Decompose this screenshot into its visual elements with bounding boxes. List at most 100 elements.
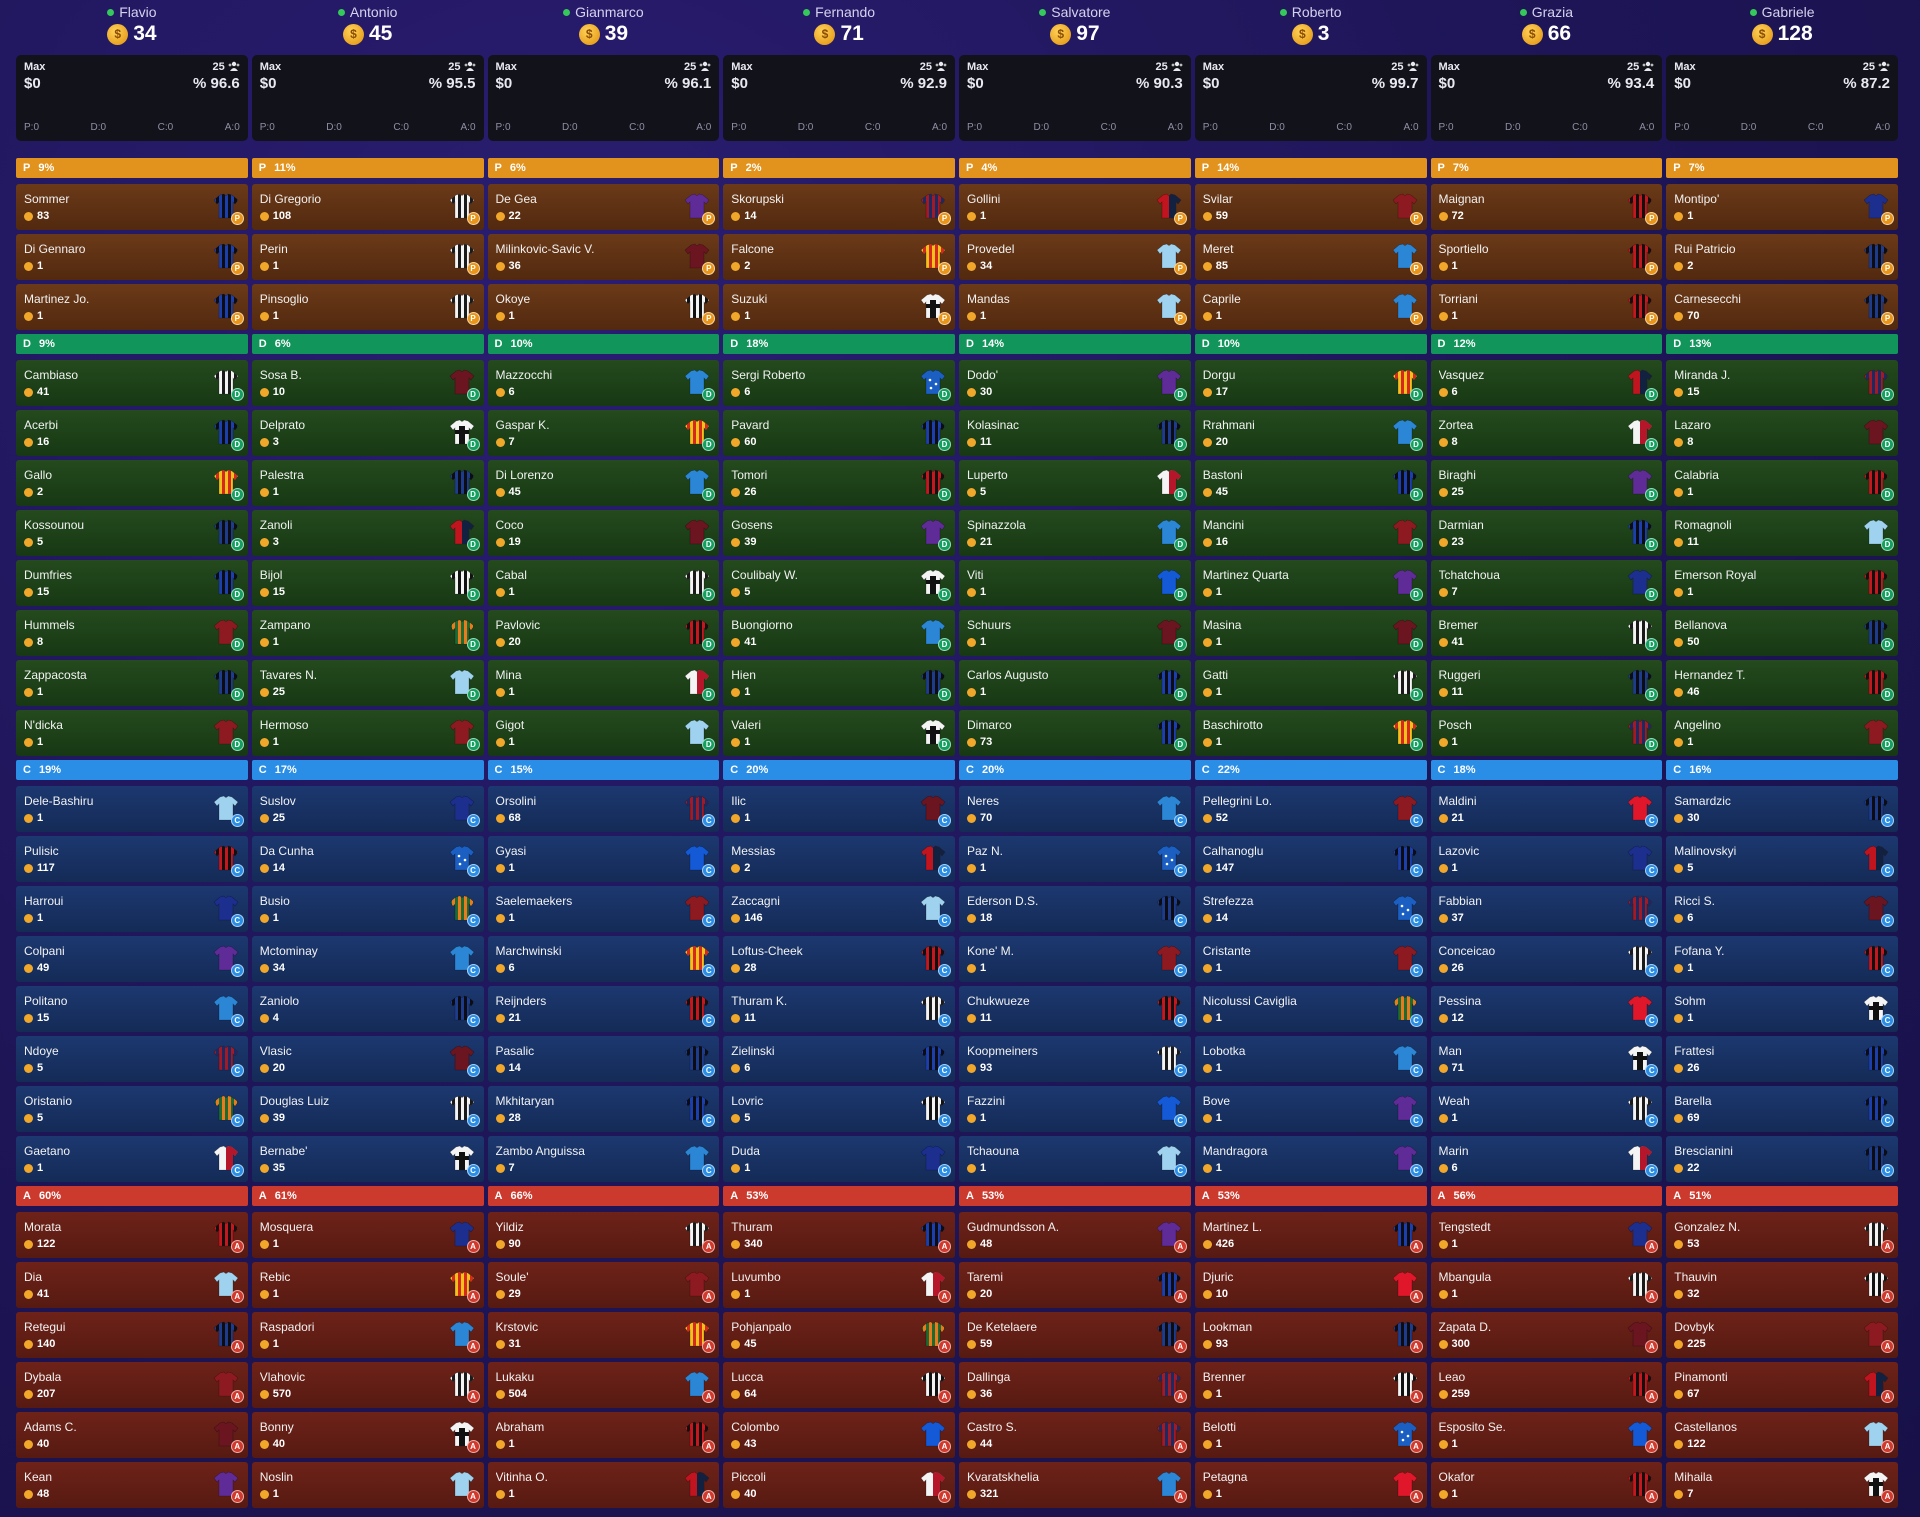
player-card[interactable]: Pessina 12 C [1430, 986, 1663, 1032]
player-card[interactable]: N'dicka 1 D [16, 710, 248, 756]
player-card[interactable]: Orsolini 68 C [487, 786, 720, 832]
player-card[interactable]: Taremi 20 A [959, 1262, 1191, 1308]
player-card[interactable]: Lazaro 8 D [1666, 410, 1898, 456]
player-card[interactable]: Gaetano 1 C [16, 1136, 248, 1182]
player-card[interactable]: Pulisic 117 C [16, 836, 248, 882]
player-card[interactable]: Cristante 1 C [1194, 936, 1427, 982]
player-card[interactable]: Tengstedt 1 A [1430, 1212, 1663, 1258]
player-card[interactable]: Tchaouna 1 C [959, 1136, 1191, 1182]
player-card[interactable]: Mina 1 D [487, 660, 720, 706]
player-card[interactable]: Romagnoli 11 D [1666, 510, 1898, 556]
player-card[interactable]: Delprato 3 D [251, 410, 484, 456]
player-card[interactable]: Rui Patricio 2 P [1666, 234, 1898, 280]
player-card[interactable]: Di Gennaro 1 P [16, 234, 248, 280]
player-card[interactable]: Ndoye 5 C [16, 1036, 248, 1082]
player-card[interactable]: Masina 1 D [1194, 610, 1427, 656]
player-card[interactable]: De Gea 22 P [487, 184, 720, 230]
player-card[interactable]: Colombo 43 A [723, 1412, 955, 1458]
player-card[interactable]: Esposito Se. 1 A [1430, 1412, 1663, 1458]
player-card[interactable]: Acerbi 16 D [16, 410, 248, 456]
player-card[interactable]: Chukwueze 11 C [959, 986, 1191, 1032]
player-card[interactable]: Pavlovic 20 D [487, 610, 720, 656]
player-card[interactable]: Dodo' 30 D [959, 360, 1191, 406]
player-card[interactable]: Hermoso 1 D [251, 710, 484, 756]
player-card[interactable]: Skorupski 14 P [723, 184, 955, 230]
player-card[interactable]: Fabbian 37 C [1430, 886, 1663, 932]
player-card[interactable]: Sohm 1 C [1666, 986, 1898, 1032]
player-card[interactable]: Rebic 1 A [251, 1262, 484, 1308]
player-card[interactable]: Raspadori 1 A [251, 1312, 484, 1358]
player-card[interactable]: Castellanos 122 A [1666, 1412, 1898, 1458]
player-card[interactable]: Politano 15 C [16, 986, 248, 1032]
player-card[interactable]: Martinez L. 426 A [1194, 1212, 1427, 1258]
player-card[interactable]: Retegui 140 A [16, 1312, 248, 1358]
player-card[interactable]: Zielinski 6 C [723, 1036, 955, 1082]
player-card[interactable]: Neres 70 C [959, 786, 1191, 832]
player-card[interactable]: Suzuki 1 P [723, 284, 955, 330]
player-card[interactable]: Bastoni 45 D [1194, 460, 1427, 506]
player-card[interactable]: Nicolussi Caviglia 1 C [1194, 986, 1427, 1032]
player-card[interactable]: Zambo Anguissa 7 C [487, 1136, 720, 1182]
player-card[interactable]: Mandragora 1 C [1194, 1136, 1427, 1182]
player-card[interactable]: Loftus-Cheek 28 C [723, 936, 955, 982]
player-card[interactable]: Lucca 64 A [723, 1362, 955, 1408]
player-card[interactable]: Kvaratskhelia 321 A [959, 1462, 1191, 1508]
player-card[interactable]: Torriani 1 P [1430, 284, 1663, 330]
player-card[interactable]: Tchatchoua 7 D [1430, 560, 1663, 606]
player-card[interactable]: Perin 1 P [251, 234, 484, 280]
player-card[interactable]: Kone' M. 1 C [959, 936, 1191, 982]
player-card[interactable]: Colpani 49 C [16, 936, 248, 982]
player-card[interactable]: Rrahmani 20 D [1194, 410, 1427, 456]
player-card[interactable]: Abraham 1 A [487, 1412, 720, 1458]
player-card[interactable]: Spinazzola 21 D [959, 510, 1191, 556]
player-card[interactable]: Bellanova 50 D [1666, 610, 1898, 656]
player-card[interactable]: Gaspar K. 7 D [487, 410, 720, 456]
player-card[interactable]: Dumfries 15 D [16, 560, 248, 606]
player-card[interactable]: Dimarco 73 D [959, 710, 1191, 756]
player-card[interactable]: Buongiorno 41 D [723, 610, 955, 656]
player-card[interactable]: Luvumbo 1 A [723, 1262, 955, 1308]
player-card[interactable]: Zortea 8 D [1430, 410, 1663, 456]
player-card[interactable]: Bremer 41 D [1430, 610, 1663, 656]
player-card[interactable]: Vitinha O. 1 A [487, 1462, 720, 1508]
player-card[interactable]: Man 71 C [1430, 1036, 1663, 1082]
player-card[interactable]: Angelino 1 D [1666, 710, 1898, 756]
player-card[interactable]: Bove 1 C [1194, 1086, 1427, 1132]
player-card[interactable]: Zaniolo 4 C [251, 986, 484, 1032]
player-card[interactable]: Pinamonti 67 A [1666, 1362, 1898, 1408]
player-card[interactable]: Thuram K. 11 C [723, 986, 955, 1032]
player-card[interactable]: Belotti 1 A [1194, 1412, 1427, 1458]
player-card[interactable]: Samardzic 30 C [1666, 786, 1898, 832]
player-card[interactable]: Harroui 1 C [16, 886, 248, 932]
player-card[interactable]: Gudmundsson A. 48 A [959, 1212, 1191, 1258]
player-card[interactable]: Mctominay 34 C [251, 936, 484, 982]
player-card[interactable]: Viti 1 D [959, 560, 1191, 606]
player-card[interactable]: Sommer 83 P [16, 184, 248, 230]
player-card[interactable]: Di Gregorio 108 P [251, 184, 484, 230]
player-card[interactable]: Mihaila 7 A [1666, 1462, 1898, 1508]
player-card[interactable]: Vlahovic 570 A [251, 1362, 484, 1408]
manager-name[interactable]: Flavio [119, 4, 157, 20]
player-card[interactable]: Djuric 10 A [1194, 1262, 1427, 1308]
player-card[interactable]: Kossounou 5 D [16, 510, 248, 556]
player-card[interactable]: Pinsoglio 1 P [251, 284, 484, 330]
player-card[interactable]: Hien 1 D [723, 660, 955, 706]
player-card[interactable]: Bernabe' 35 C [251, 1136, 484, 1182]
player-card[interactable]: Provedel 34 P [959, 234, 1191, 280]
player-card[interactable]: Coco 19 D [487, 510, 720, 556]
player-card[interactable]: Carnesecchi 70 P [1666, 284, 1898, 330]
player-card[interactable]: Zaccagni 146 C [723, 886, 955, 932]
player-card[interactable]: Weah 1 C [1430, 1086, 1663, 1132]
manager-name[interactable]: Grazia [1531, 4, 1573, 20]
player-card[interactable]: Dallinga 36 A [959, 1362, 1191, 1408]
player-card[interactable]: Soule' 29 A [487, 1262, 720, 1308]
player-card[interactable]: Gyasi 1 C [487, 836, 720, 882]
player-card[interactable]: Zampano 1 D [251, 610, 484, 656]
player-card[interactable]: Vlasic 20 C [251, 1036, 484, 1082]
player-card[interactable]: Koopmeiners 93 C [959, 1036, 1191, 1082]
player-card[interactable]: Ricci S. 6 C [1666, 886, 1898, 932]
player-card[interactable]: Schuurs 1 D [959, 610, 1191, 656]
player-card[interactable]: Dia 41 A [16, 1262, 248, 1308]
player-card[interactable]: Pasalic 14 C [487, 1036, 720, 1082]
player-card[interactable]: Ruggeri 11 D [1430, 660, 1663, 706]
